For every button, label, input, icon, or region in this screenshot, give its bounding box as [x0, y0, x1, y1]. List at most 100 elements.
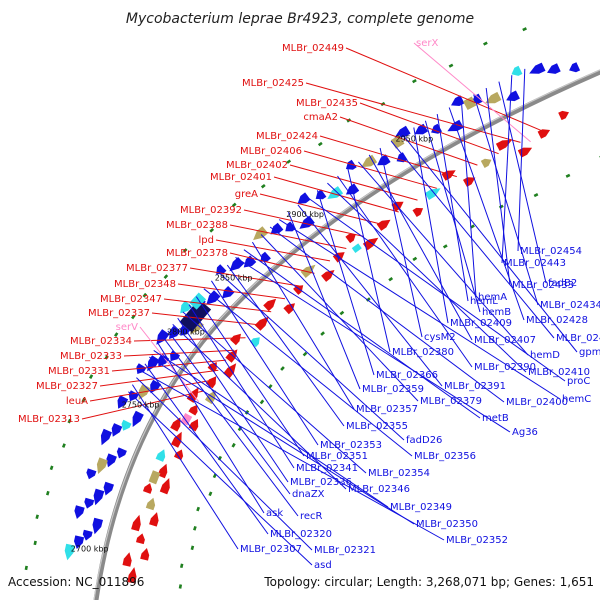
leader-line [269, 226, 505, 403]
forward-gene-arrow [412, 207, 424, 217]
gc-marker [193, 526, 197, 531]
leader-line [319, 135, 457, 178]
leader-line [448, 107, 525, 321]
gene-label: MLBr_02378 [166, 248, 228, 259]
gc-marker [280, 366, 285, 371]
gc-marker [114, 332, 119, 337]
gene-label: ask [266, 508, 283, 519]
gc-marker [89, 374, 94, 379]
forward-gene-arrow [188, 404, 198, 416]
forward-gene-arrow [174, 449, 184, 461]
leader-line [413, 127, 449, 324]
forward-gene-arrow [155, 449, 166, 462]
gene-label: MLBr_02392 [180, 205, 242, 216]
leader-line [210, 280, 319, 446]
gc-marker [81, 397, 86, 403]
gene-label: MLBr_02354 [368, 468, 430, 479]
reverse-gene-arrow [111, 423, 123, 437]
leader-line [128, 391, 313, 566]
gene-label: MLBr_02334 [70, 336, 132, 347]
gene-label: MLBr_02391 [444, 381, 506, 392]
gene-label: asd [314, 560, 332, 571]
gene-label: MLBr_02406 [240, 146, 302, 157]
reverse-gene-arrow [547, 63, 561, 74]
gene-label: MLBr_02333 [60, 351, 122, 362]
leader-line [163, 298, 272, 313]
gc-marker [442, 244, 448, 249]
gc-marker [179, 563, 184, 569]
gc-marker [217, 455, 222, 461]
forward-gene-arrow [122, 552, 132, 567]
leader-line [345, 47, 544, 132]
forward-gene-arrow [149, 512, 159, 527]
reverse-gene-arrow [394, 125, 411, 138]
gene-label: MLBr_02313 [18, 414, 80, 425]
leader-line [347, 168, 391, 353]
reverse-gene-arrow [170, 350, 180, 362]
gc-marker [231, 442, 236, 448]
scale-tick-label: 2800 kbp [167, 328, 205, 337]
gene-label: hemL [470, 296, 498, 307]
rna-block [180, 412, 193, 426]
gene-label: MLBr_02410 [528, 367, 590, 378]
forward-gene-arrow [230, 333, 241, 346]
gene-label: MLBr_02449 [282, 43, 344, 54]
gene-label: serV [116, 322, 138, 333]
gc-marker [209, 227, 215, 233]
gene-label: recR [300, 511, 323, 522]
gene-label: MLBr_02390 [474, 362, 536, 373]
gc-marker [533, 193, 539, 198]
forward-gene-arrow [376, 219, 391, 231]
reverse-gene-arrow [84, 497, 95, 509]
gc-marker [49, 465, 54, 471]
leader-line [424, 120, 481, 313]
gene-label: MLBr_02348 [114, 279, 176, 290]
feature-block [148, 470, 161, 485]
reverse-gene-arrow [377, 154, 391, 166]
leader-line [215, 239, 331, 262]
gc-marker [182, 248, 188, 253]
gene-label: MLBr_02331 [48, 366, 110, 377]
gene-label: leuA [66, 396, 88, 407]
reverse-gene-arrow [270, 222, 284, 235]
gc-marker [237, 426, 243, 432]
gene-labels: MLBr_02449 MLBr_02425 MLBr_02435 cmaA2 MLBr_… [18, 38, 600, 571]
feature-block [462, 96, 477, 111]
gene-label: cmaA2 [303, 112, 338, 123]
forward-gene-arrow [537, 129, 551, 139]
gene-label: MLBr_02327 [36, 381, 98, 392]
leader-line [133, 337, 246, 342]
forward-gene-arrow [188, 419, 199, 432]
gc-marker [565, 173, 571, 178]
leader-line [358, 161, 529, 356]
leader-line [167, 330, 291, 495]
leader-line [189, 267, 300, 287]
forward-gene-arrow [140, 548, 150, 561]
reverse-gene-arrow [206, 290, 221, 305]
leader-line [498, 81, 547, 284]
leader-line [413, 42, 531, 143]
gc-marker [412, 256, 418, 262]
gene-label: MLBr_02388 [166, 220, 228, 231]
leader-line [359, 102, 499, 155]
reverse-gene-arrow [64, 543, 75, 561]
leader-line [305, 82, 521, 143]
reverse-gene-arrow [222, 286, 235, 299]
gene-label: hemC [562, 394, 591, 405]
gc-marker [522, 27, 527, 32]
gc-marker [498, 204, 504, 209]
gene-label: greA [235, 189, 258, 200]
reverse-gene-arrow [82, 529, 93, 541]
leader-line [229, 224, 347, 249]
gene-label: MLBr_02407 [474, 335, 536, 346]
gene-label: MLBr_02380 [392, 347, 454, 358]
gc-marker [24, 565, 28, 571]
gc-marker [388, 276, 394, 282]
forward-gene-arrow [424, 188, 441, 200]
reverse-gene-arrow [74, 505, 85, 519]
gene-label: MLBr_02433 [512, 280, 574, 291]
gene-label: MLBr_02379 [420, 396, 482, 407]
leader-line [307, 197, 566, 382]
leader-line [402, 133, 578, 353]
